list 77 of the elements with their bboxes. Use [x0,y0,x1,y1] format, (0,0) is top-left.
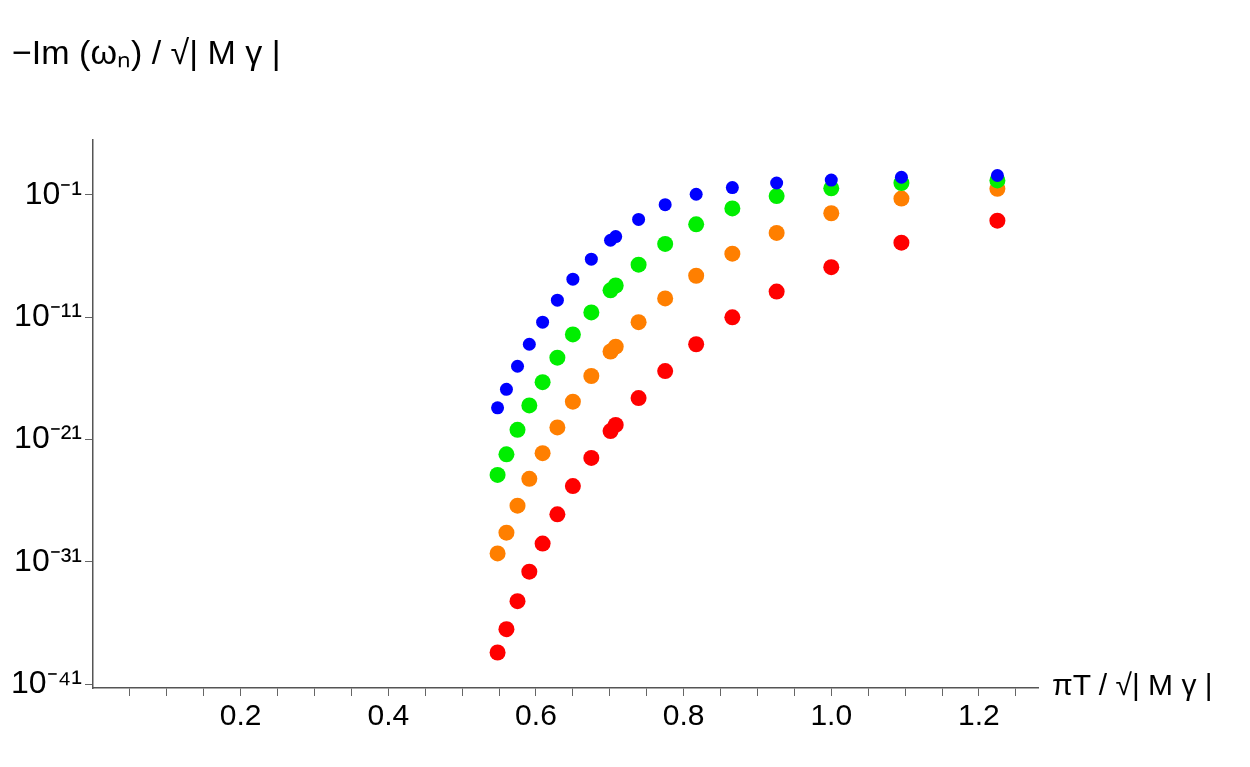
point [521,563,538,580]
x-tick-label: 0.2 [219,698,262,732]
point [724,309,741,326]
point [509,421,526,438]
point [549,419,566,436]
point [609,230,623,244]
point [584,252,598,266]
point [607,416,624,433]
point [489,466,506,483]
point [509,497,526,514]
point [824,173,838,187]
point [549,506,566,523]
point [564,393,581,410]
point [491,401,505,415]
point [689,187,703,201]
point [550,293,564,307]
point [607,338,624,355]
point [534,374,551,391]
y-tick-label: 10⁻¹¹ [14,297,82,334]
point [893,234,910,251]
point [499,382,513,396]
point [989,212,1006,229]
y-tick-label: 10⁻¹ [24,174,82,211]
point [688,216,705,233]
point [521,397,538,414]
point [498,524,515,541]
x-axis-title: πT / √| M γ | [1052,668,1213,702]
point [893,190,910,207]
point [534,535,551,552]
point [489,545,506,562]
point [607,277,624,294]
point [658,198,672,212]
point [489,644,506,661]
point [894,170,908,184]
point [583,304,600,321]
point [630,314,647,331]
point [768,283,785,300]
point [536,315,550,329]
point [498,446,515,463]
point [534,445,551,462]
point [549,349,566,366]
point [564,478,581,495]
point [564,326,581,343]
point [823,205,840,222]
y-axis-title: −Im (ωₙ) / √| M γ | [12,32,281,73]
point [566,272,580,286]
point [724,200,741,217]
x-tick-label: 1.0 [810,698,853,732]
point [583,449,600,466]
point [498,621,515,638]
y-tick-label: 10⁻⁴¹ [11,664,82,701]
point [521,470,538,487]
point [657,290,674,307]
point [770,176,784,190]
point [823,259,840,276]
point [522,337,536,351]
y-tick-label: 10⁻²¹ [14,419,82,456]
point [688,267,705,284]
point [630,390,647,407]
point [657,235,674,252]
point [768,188,785,205]
point [583,367,600,384]
point [630,256,647,273]
x-tick-label: 0.4 [367,698,410,732]
x-tick-label: 0.8 [662,698,705,732]
x-tick-label: 1.2 [958,698,1000,732]
point [990,169,1004,183]
y-tick-label: 10⁻³¹ [14,541,82,578]
point [724,245,741,262]
point [632,212,646,226]
point [725,181,739,195]
point [509,593,526,610]
point [768,224,785,241]
x-tick-label: 0.6 [515,698,557,732]
point [511,359,525,373]
point [688,336,705,353]
point [657,363,674,380]
